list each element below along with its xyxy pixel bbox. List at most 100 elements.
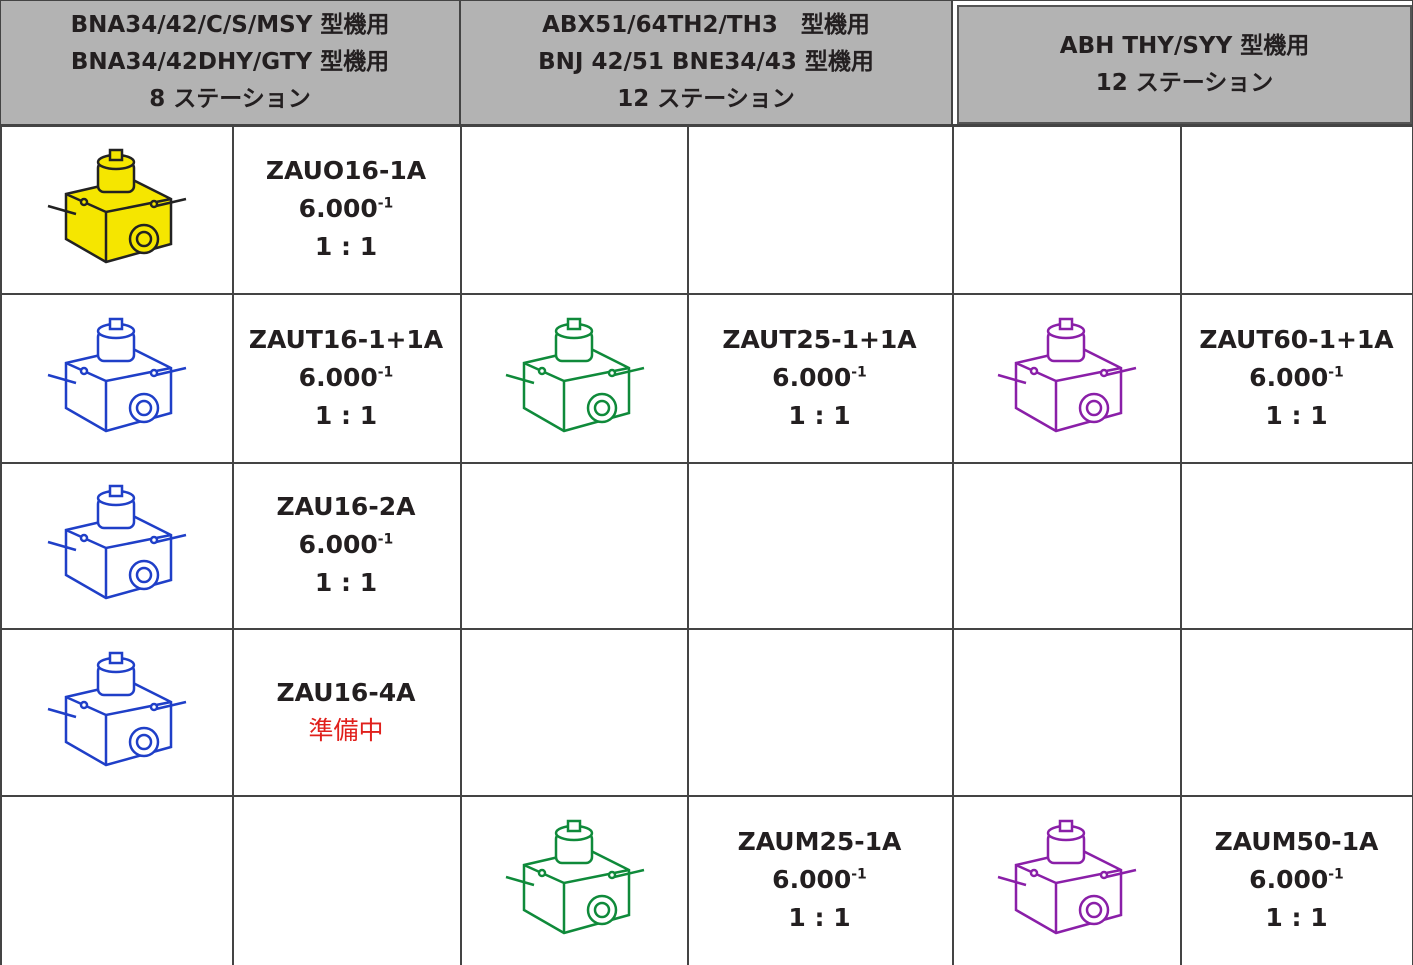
icon-part [537,868,546,878]
icon-part [108,317,124,330]
product-name: ZAUM50-1A [1214,827,1379,856]
icon-part [613,868,644,879]
product-name: ZAUT25-1+1A [722,324,917,354]
product-ratio: 1 : 1 [314,232,378,261]
icon-part [155,700,187,710]
grid-vertical [232,125,234,965]
speed-value: 6.000 [772,362,852,392]
speed-value: 6.000 [298,362,378,392]
icon-part [135,230,153,248]
icon-part [1085,399,1103,416]
product-icon [47,484,187,600]
icon-part [135,566,153,584]
header-cell: ABH THY/SYY 型機用 12 ステーション [952,0,1413,125]
icon-part [108,148,124,162]
product-ratio: 1 : 1 [788,903,851,932]
icon-part [65,192,172,262]
icon-part [1015,361,1122,431]
icon-part [155,533,187,544]
grid-horizontal [0,462,1413,464]
product-ratio: 1 : 1 [314,400,378,430]
product-icon [505,819,644,935]
speed-exponent: -1 [851,364,867,381]
icon-part [108,484,124,498]
speed-exponent: -1 [377,531,394,548]
grid-horizontal [0,628,1413,630]
grid-horizontal [0,293,1413,295]
icon-part [593,901,610,919]
speed-exponent: -1 [851,866,867,883]
speed-value: 6.000 [772,865,852,894]
speed-exponent: -1 [377,195,394,212]
icon-part [65,361,172,431]
icon-part [149,535,159,545]
icon-part [1029,868,1039,878]
header-line: BNJ 42/51 BNE34/43 型機用 [538,49,874,75]
grid-vertical [1411,125,1413,965]
product-name: ZAUO16-1A [265,156,427,185]
icon-part [522,863,629,933]
header-line: ABX51/64TH2/TH3 型機用 [542,12,870,38]
header-cell: ABX51/64TH2/TH3 型機用 BNJ 42/51 BNE34/43 型機… [460,0,952,125]
header-line: 12 ステーション [1095,69,1274,96]
speed-value: 6.000 [1249,362,1329,392]
product-text: ZAU16-2A 6.000-1 1 : 1 [232,462,460,628]
product-icon [47,651,187,766]
product-icon [47,317,187,432]
header-line: BNA34/42DHY/GTY 型機用 [70,49,390,75]
icon-part [47,707,77,718]
icon-part [47,373,77,384]
product-ratio: 1 : 1 [314,568,378,597]
icon-part [79,533,89,543]
grid-horizontal [0,125,1413,127]
product-text: ZAUM25-1A 6.000-1 1 : 1 [687,795,952,965]
product-text: ZAUT25-1+1A 6.000-1 1 : 1 [687,293,952,462]
icon-part [108,651,124,664]
grid-vertical [460,125,462,965]
icon-part [997,875,1027,887]
grid-horizontal [0,795,1413,797]
icon-part [607,870,616,880]
product-icon [997,317,1137,432]
icon-part [1058,819,1074,833]
icon-part [613,366,644,376]
grid-vertical [1180,125,1182,965]
speed-value: 6.000 [298,530,378,559]
header-line: ABH THY/SYY 型機用 [1059,32,1310,59]
icon-part [135,733,153,750]
icon-part [607,368,616,377]
product-ratio: 1 : 1 [788,400,851,430]
icon-part [505,875,534,887]
icon-part [65,528,172,598]
icon-part [1105,868,1137,879]
product-speed: 6.000-1 [299,190,394,228]
product-name: ZAU16-2A [276,492,416,521]
icon-part [1058,317,1074,330]
icon-part [47,204,77,216]
grid-vertical [687,125,689,965]
product-name: ZAUM25-1A [737,827,902,856]
product-speed: 6.000-1 [1249,861,1344,899]
icon-part [79,197,89,207]
grid-vertical [0,125,2,965]
product-text: ZAUT16-1+1A 6.000-1 1 : 1 [232,293,460,462]
product-name: ZAUT16-1+1A [248,324,444,354]
icon-part [522,361,629,431]
icon-part [1099,368,1109,377]
product-ratio: 1 : 1 [1265,400,1328,430]
icon-part [149,368,159,377]
product-text: ZAUM50-1A 6.000-1 1 : 1 [1180,795,1413,965]
icon-part [566,317,581,330]
icon-part [1085,901,1103,919]
product-text: ZAU16-4A 準備中 [232,628,460,795]
grid-vertical [952,125,954,965]
icon-part [1015,863,1122,933]
speed-exponent: -1 [377,364,394,381]
header-inner: ABH THY/SYY 型機用 12 ステーション [957,5,1412,124]
speed-value: 6.000 [1249,865,1329,894]
icon-part [593,399,610,416]
product-speed: 6.000-1 [772,359,867,397]
